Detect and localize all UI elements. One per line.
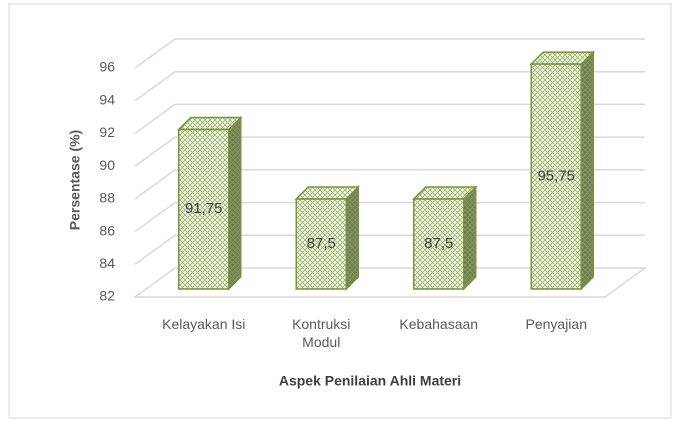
grid-line bbox=[134, 38, 645, 69]
grid-line bbox=[134, 201, 645, 233]
grid-line bbox=[134, 70, 645, 102]
y-tick-label: 88 bbox=[99, 190, 115, 206]
chart-border bbox=[8, 3, 672, 419]
bar bbox=[413, 198, 465, 290]
floor bbox=[132, 267, 648, 298]
y-tick-label: 90 bbox=[99, 157, 115, 173]
grid-line bbox=[134, 234, 645, 265]
bar-side bbox=[228, 115, 242, 291]
bar-side bbox=[345, 185, 359, 291]
x-tick-label: Kontruksi Modul bbox=[292, 316, 351, 350]
y-axis-title: Persentase (%) bbox=[67, 130, 83, 230]
x-tick-label: Penyajian bbox=[525, 316, 588, 332]
y-tick-label: 84 bbox=[99, 255, 115, 271]
y-tick-label: 94 bbox=[99, 91, 115, 107]
y-tick-label: 96 bbox=[99, 59, 115, 75]
bar bbox=[295, 198, 347, 290]
value-label: 95,75 bbox=[537, 168, 575, 185]
bar-top bbox=[294, 186, 361, 200]
bar bbox=[530, 63, 582, 290]
value-label: 87,5 bbox=[424, 235, 453, 252]
x-axis-title: Aspek Penilaian Ahli Materi bbox=[279, 373, 461, 389]
value-label: 87,5 bbox=[307, 235, 336, 252]
bar-top bbox=[176, 116, 243, 131]
bar-side bbox=[580, 50, 594, 291]
x-tick-label: Kebahasaan bbox=[399, 316, 479, 332]
grid-line bbox=[134, 103, 645, 135]
y-tick-label: 86 bbox=[99, 222, 115, 238]
bar-top bbox=[529, 51, 596, 65]
bar bbox=[178, 128, 230, 290]
value-label: 91,75 bbox=[185, 200, 223, 217]
y-tick-label: 92 bbox=[99, 124, 115, 140]
bar-top bbox=[411, 186, 478, 200]
y-tick-label: 82 bbox=[99, 288, 115, 304]
x-tick-label: Kelayakan Isi bbox=[162, 316, 246, 332]
grid-line bbox=[134, 169, 645, 200]
bar-side bbox=[463, 185, 477, 291]
grid-line bbox=[134, 136, 645, 167]
